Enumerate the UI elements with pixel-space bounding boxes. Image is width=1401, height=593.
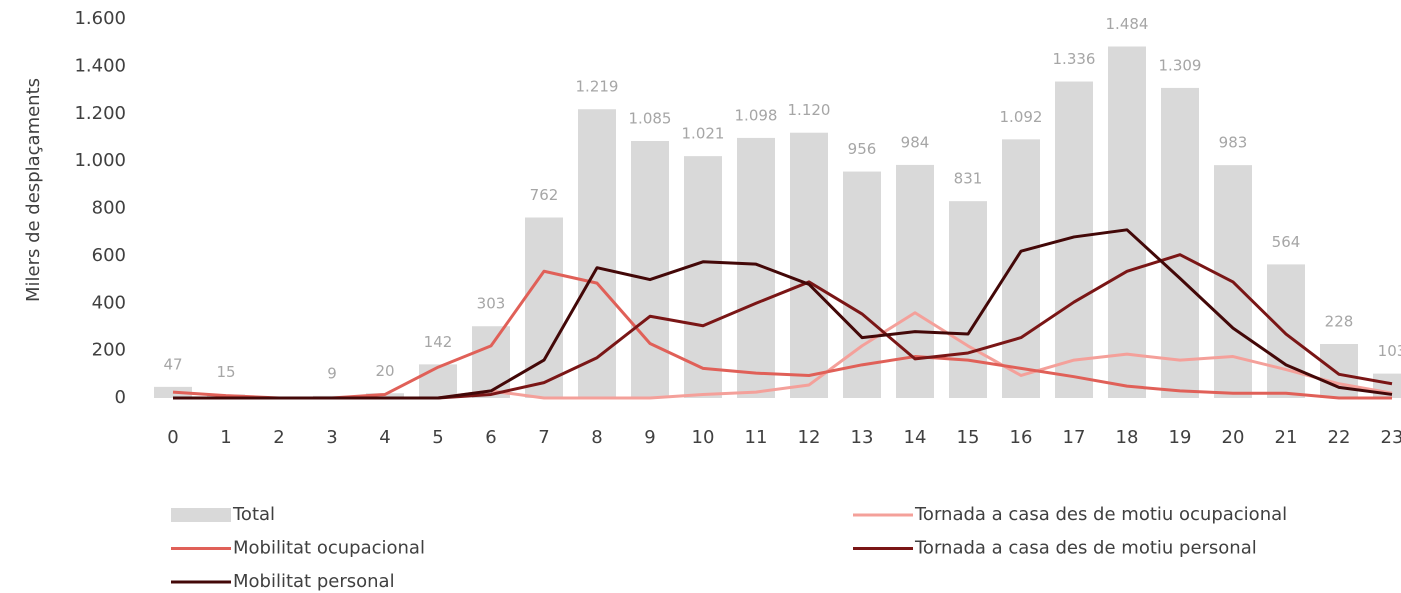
x-tick-label: 0 (167, 427, 178, 448)
x-tick-label: 19 (1169, 427, 1192, 448)
bar (790, 132, 828, 398)
legend-label: Tornada a casa des de motiu ocupacional (914, 504, 1287, 525)
legend-label: Mobilitat ocupacional (233, 538, 425, 559)
y-tick-label: 1.000 (74, 150, 126, 171)
value-label: 15 (216, 363, 235, 381)
bar (1267, 264, 1305, 398)
legend-label: Mobilitat personal (233, 571, 395, 592)
bar (472, 326, 510, 398)
value-label: 1.120 (788, 101, 831, 119)
value-label: 1.336 (1053, 50, 1096, 68)
x-tick-label: 2 (273, 427, 284, 448)
bar (1002, 139, 1040, 398)
value-label: 1.092 (1000, 108, 1043, 126)
value-label: 1.484 (1106, 15, 1149, 33)
line (173, 228, 1393, 400)
x-tick-label: 17 (1063, 427, 1086, 448)
y-tick-label: 800 (92, 198, 126, 219)
x-tick-label: 5 (432, 427, 443, 448)
y-tick-label: 1.200 (74, 103, 126, 124)
legend-label: Tornada a casa des de motiu personal (914, 538, 1257, 559)
x-tick-label: 4 (379, 427, 390, 448)
bar (419, 364, 457, 398)
line (172, 269, 1392, 400)
y-tick-label: 200 (92, 340, 126, 361)
value-label: 983 (1219, 134, 1248, 152)
x-tick-label: 9 (644, 427, 655, 448)
value-label: 9 (327, 364, 337, 382)
bar (1161, 87, 1199, 398)
x-tick-label: 12 (798, 427, 821, 448)
bar (949, 201, 987, 398)
y-axis-title: Milers de desplaçaments (23, 78, 44, 302)
value-label: 142 (424, 333, 453, 351)
line (173, 311, 1393, 400)
value-label: 831 (954, 170, 983, 188)
value-label: 20 (375, 362, 394, 380)
x-tick-label: 3 (326, 427, 337, 448)
legend-label: Total (232, 504, 275, 525)
x-tick-label: 15 (957, 427, 980, 448)
line (173, 253, 1393, 400)
x-tick-label: 8 (591, 427, 602, 448)
value-label: 1.098 (735, 106, 778, 124)
x-tick-label: 1 (220, 427, 231, 448)
y-tick-label: 0 (115, 387, 126, 408)
bar (896, 164, 934, 398)
x-tick-label: 11 (745, 427, 768, 448)
value-label: 303 (477, 295, 506, 313)
x-tick-label: 14 (904, 427, 927, 448)
bar (684, 156, 722, 398)
x-tick-label: 16 (1010, 427, 1033, 448)
bar (525, 217, 563, 398)
value-label: 984 (901, 133, 930, 151)
x-tick-label: 13 (851, 427, 874, 448)
x-tick-label: 23 (1381, 427, 1401, 448)
value-label: 228 (1325, 312, 1354, 330)
value-label: 564 (1272, 233, 1301, 251)
value-label: 1.085 (629, 109, 672, 127)
x-tick-label: 20 (1222, 427, 1245, 448)
y-tick-label: 1.600 (74, 8, 126, 29)
y-tick-label: 400 (92, 292, 126, 313)
y-tick-label: 600 (92, 245, 126, 266)
bar (631, 140, 669, 398)
value-label: 103 (1378, 342, 1401, 360)
value-label: 1.309 (1159, 56, 1202, 74)
x-tick-label: 10 (692, 427, 715, 448)
value-label: 47 (163, 355, 182, 373)
value-label: 1.219 (576, 78, 619, 96)
value-label: 1.021 (682, 125, 725, 143)
bar (578, 109, 616, 398)
bar (1108, 46, 1146, 398)
x-tick-label: 18 (1116, 427, 1139, 448)
value-label: 956 (848, 140, 877, 158)
x-tick-label: 22 (1328, 427, 1351, 448)
x-tick-label: 21 (1275, 427, 1298, 448)
x-tick-label: 7 (538, 427, 549, 448)
value-label: 762 (530, 186, 559, 204)
x-tick-label: 6 (485, 427, 496, 448)
legend-swatch (171, 508, 231, 522)
y-tick-label: 1.400 (74, 55, 126, 76)
bar (843, 171, 881, 398)
